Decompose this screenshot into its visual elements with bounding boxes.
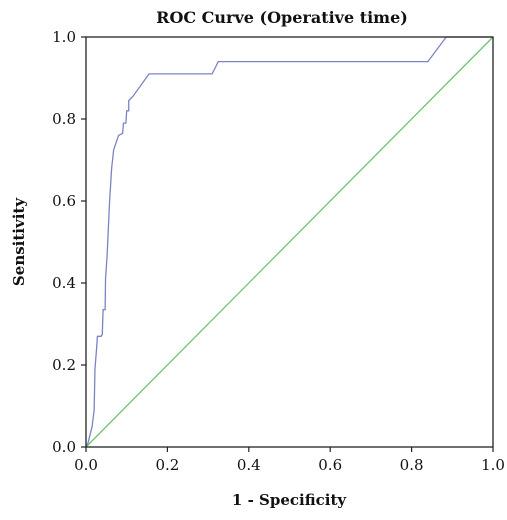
y-tick-label: 0.8 [52,110,76,128]
reference-diagonal-line [85,36,494,448]
x-tick-label: 0.4 [237,456,261,474]
x-tick-label: 0.2 [155,456,179,474]
y-tick-label: 0.2 [52,356,76,374]
y-tick-label: 1.0 [52,28,76,46]
y-tick-label: 0.0 [52,438,76,456]
chart-title: ROC Curve (Operative time) [156,8,408,27]
y-tick-label: 0.6 [52,192,76,210]
x-axis-label: 1 - Specificity [232,491,347,509]
x-tick-label: 0.0 [74,456,98,474]
x-tick-label: 0.8 [400,456,424,474]
y-axis-label: Sensitivity [10,197,28,286]
x-tick-label: 0.6 [318,456,342,474]
x-tick-label: 1.0 [481,456,505,474]
y-tick-label: 0.4 [52,274,76,292]
roc-curve-line [85,36,493,448]
plot-frame [85,36,494,448]
